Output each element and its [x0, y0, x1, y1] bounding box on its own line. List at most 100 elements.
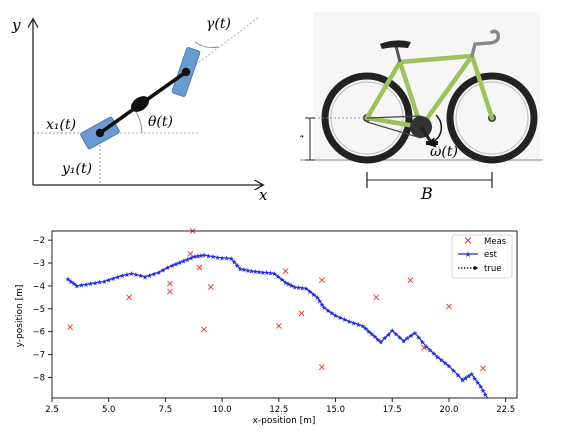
plot-ticks: 2.5 5.0 7.5 10.0 12.5 15.0 17.5 20.0 22.5 −2 −3 −4 −…	[32, 236, 515, 415]
legend-true-symbol	[458, 266, 478, 270]
x-tick-label: 17.5	[383, 405, 402, 415]
est-point: ★	[341, 316, 347, 324]
meas-point	[319, 364, 325, 371]
est-point: ★	[101, 278, 107, 286]
est-point: ★	[146, 272, 152, 280]
meas-point	[407, 277, 414, 284]
est-point: ★	[427, 347, 433, 355]
est-point: ★	[307, 288, 313, 296]
est-point: ★	[372, 333, 378, 341]
legend-meas-symbol	[464, 237, 472, 244]
est-point: ★	[96, 279, 102, 287]
bike-chain	[366, 115, 422, 119]
legend-est-label: est	[484, 250, 498, 260]
est-point: ★	[173, 260, 179, 268]
axis-x-label: x	[259, 186, 268, 204]
est-point: ★	[142, 273, 148, 281]
est-point: ★	[205, 252, 211, 260]
est-point: ★	[400, 337, 406, 345]
est-point: ★	[87, 280, 93, 288]
est-point: ★	[475, 379, 481, 387]
y-tick-label: −4	[32, 282, 45, 292]
legend-meas-label: Meas	[484, 237, 507, 247]
meas-point	[319, 277, 325, 284]
y-tick-label: −7	[32, 351, 45, 361]
est-point: ★	[119, 272, 125, 280]
est-point: ★	[110, 275, 116, 283]
meas-point	[282, 268, 289, 274]
trajectory-plot: ★ ★ ★ ★ ★ ★ ★ ★ ★ ★ ★ ★ ★ ★ ★ ★ ★ ★ ★ ★ ★ ★ ★ ★ ★ ★ ★ ★ ★ ★ ★ ★ ★ ★ ★ ★ ★ ★ ★ ★…	[0, 218, 570, 442]
est-point: ★	[431, 350, 437, 358]
est-point: ★	[286, 281, 292, 289]
est-point: ★	[366, 328, 372, 336]
est-point: ★	[256, 268, 262, 276]
est-point: ★	[389, 327, 395, 335]
est-point: ★	[137, 272, 143, 280]
meas-point	[421, 344, 427, 351]
est-point: ★	[450, 367, 456, 375]
svg-text:★: ★	[464, 250, 471, 259]
est-point: ★	[375, 336, 381, 344]
y-tick-label: −6	[32, 328, 45, 338]
rear-axle-dot	[95, 128, 105, 138]
center-mass	[130, 96, 150, 112]
meas-point	[201, 326, 207, 333]
est-point: ★	[180, 257, 186, 265]
est-point: ★	[198, 252, 204, 260]
x-tick-label: 10.0	[213, 405, 232, 415]
y-axis-label: y-position [m]	[15, 285, 25, 348]
est-point: ★	[260, 269, 266, 277]
est-point: ★	[124, 271, 130, 279]
est-point: ★	[289, 282, 295, 290]
front-axle-dot	[181, 67, 191, 77]
est-line	[67, 254, 489, 399]
est-point: ★	[234, 262, 240, 270]
y-tick-label: −2	[32, 236, 45, 246]
est-point: ★	[455, 372, 461, 380]
bike-chain-lower	[366, 121, 422, 139]
est-point: ★	[385, 331, 391, 339]
x-tick-label: 20.0	[439, 405, 458, 415]
kinematics-svg: y x γ(t) θ(t) x₁(t) y₁(t)	[11, 16, 268, 204]
est-point: ★	[264, 269, 270, 277]
est-point: ★	[248, 268, 254, 276]
est-point: ★	[329, 310, 335, 318]
est-point: ★	[468, 371, 474, 379]
est-point: ★	[271, 270, 277, 278]
est-point: ★	[115, 273, 121, 281]
est-point: ★	[275, 273, 281, 281]
est-point: ★	[321, 304, 327, 312]
est-point: ★	[355, 321, 361, 329]
meas-point	[275, 323, 282, 329]
est-point: ★	[459, 376, 465, 384]
est-point: ★	[201, 252, 207, 260]
label-omega: ω(t)	[430, 144, 458, 160]
est-point: ★	[462, 374, 468, 382]
est-point: ★	[346, 318, 352, 326]
bicycle-diagram: ω(t) r B	[296, 12, 545, 207]
est-point: ★	[382, 335, 388, 343]
x-tick-label: 2.5	[45, 405, 59, 415]
est-point: ★	[155, 269, 161, 277]
est-point: ★	[292, 284, 298, 292]
est-point: ★	[252, 268, 258, 276]
est-point: ★	[279, 276, 285, 284]
est-point: ★	[317, 297, 323, 305]
est-point: ★	[228, 255, 234, 263]
theta-arc	[135, 111, 143, 134]
est-point: ★	[472, 375, 478, 383]
legend-box	[451, 234, 513, 279]
est-point: ★	[419, 339, 425, 347]
est-point: ★	[71, 280, 77, 288]
est-point: ★	[282, 279, 288, 287]
est-point: ★	[442, 360, 448, 368]
est-point: ★	[332, 312, 338, 320]
meas-point	[167, 288, 173, 295]
seat-post	[394, 45, 402, 63]
est-point: ★	[438, 356, 444, 364]
x-tick-label: 15.0	[326, 405, 345, 415]
meas-point	[187, 250, 194, 257]
bike-seat	[380, 40, 411, 49]
est-point: ★	[404, 335, 410, 343]
meas-point	[126, 294, 133, 301]
